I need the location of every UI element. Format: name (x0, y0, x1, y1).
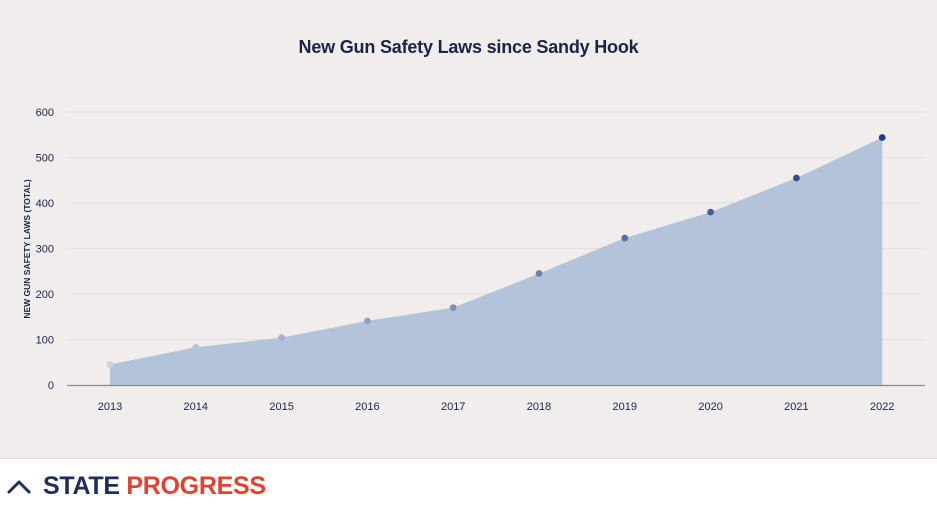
chevron-up-icon[interactable] (6, 476, 32, 496)
data-point-2014 (192, 343, 200, 351)
y-tick-label: 500 (36, 153, 54, 165)
data-point-2018 (535, 270, 543, 277)
x-tick-label: 2013 (98, 401, 122, 413)
x-tick-label: 2016 (355, 401, 379, 413)
x-tick-label: 2019 (613, 401, 637, 413)
area-chart: 0 100 200 300 400 500 600 2013 2014 2015 2016 2017 2… (22, 107, 925, 413)
brand-logo[interactable]: STATE PROGRESS (43, 472, 266, 500)
x-tick-label: 2020 (698, 401, 722, 413)
y-tick-label: 300 (36, 244, 54, 256)
data-point-2020 (707, 208, 714, 216)
chart-title: New Gun Safety Laws since Sandy Hook (298, 37, 639, 57)
x-tick-label: 2014 (184, 401, 208, 413)
data-point-2016 (364, 317, 371, 325)
y-tick-label: 600 (36, 107, 54, 119)
area-series (110, 137, 883, 385)
footer-bar: STATE PROGRESS (0, 458, 937, 509)
data-point-2019 (621, 234, 629, 242)
data-point-2013 (106, 361, 114, 368)
y-tick-label: 0 (48, 380, 54, 392)
x-tick-label: 2018 (527, 401, 551, 413)
x-tick-label: 2015 (269, 401, 293, 413)
chart-panel: New Gun Safety Laws since Sandy Hook 0 10… (0, 0, 937, 458)
y-axis-title: NEW GUN SAFETY LAWS (TOTAL) (22, 179, 32, 318)
x-tick-label: 2022 (870, 401, 894, 413)
data-point-2022 (878, 134, 886, 141)
brand-progress-text: PROGRESS (126, 472, 266, 500)
y-tick-label: 400 (36, 198, 54, 210)
data-point-2015 (278, 334, 285, 342)
x-tick-label: 2017 (441, 401, 465, 413)
brand-state-text: STATE (43, 472, 120, 500)
y-tick-label: 100 (36, 335, 54, 347)
data-point-2017 (449, 304, 457, 312)
x-tick-label: 2021 (784, 401, 808, 413)
data-point-2021 (793, 174, 800, 182)
y-tick-label: 200 (36, 289, 54, 301)
